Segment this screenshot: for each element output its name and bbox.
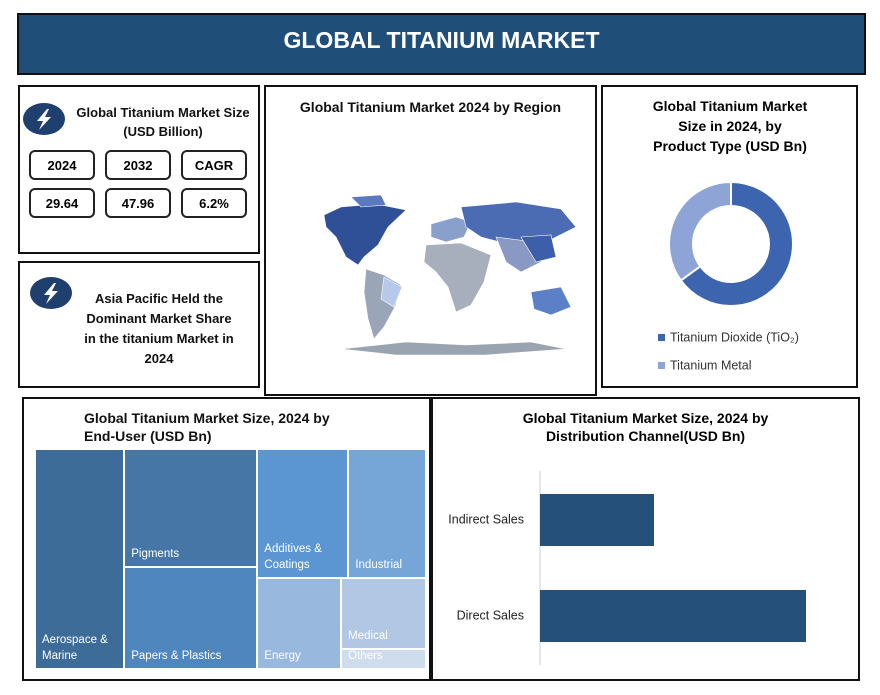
treemap-tile: Others bbox=[341, 648, 426, 669]
donut-segment bbox=[668, 180, 732, 282]
brazil bbox=[380, 276, 403, 308]
treemap-tile: Additives & Coatings bbox=[257, 449, 349, 578]
chart-title: Global Titanium Market Size, 2024 by End… bbox=[84, 410, 330, 444]
tile-label: Pigments bbox=[131, 548, 180, 561]
chart-title: Global Titanium Market Size, 2024 by Dis… bbox=[522, 410, 769, 444]
tile-label: Aerospace & Marine bbox=[42, 634, 108, 662]
map-title: Global Titanium Market 2024 by Region bbox=[299, 99, 562, 115]
donut-segment bbox=[679, 180, 794, 307]
legend-label: Titanium Metal bbox=[670, 358, 752, 372]
stat-cell: 6.2% bbox=[181, 188, 247, 218]
bar bbox=[540, 590, 806, 642]
antarctica bbox=[340, 341, 567, 356]
stat-cell: CAGR bbox=[181, 150, 247, 180]
bar bbox=[540, 494, 654, 546]
tile-label: Others bbox=[348, 649, 383, 662]
legend-swatch bbox=[658, 334, 665, 341]
treemap-tile: Aerospace & Marine bbox=[35, 449, 125, 669]
chart-title: Global Titanium Market Size in 2024, by Pr… bbox=[653, 98, 808, 154]
china bbox=[520, 234, 557, 263]
greenland bbox=[350, 194, 387, 208]
bolt bbox=[44, 283, 58, 304]
treemap: Aerospace & Marine Pigments Papers & Plast… bbox=[35, 449, 426, 669]
bar-panel: Global Titanium Market Size, 2024 by Dis… bbox=[431, 397, 860, 681]
donut-panel: Global Titanium Market Size in 2024, by Pr… bbox=[601, 85, 858, 388]
donut-chart: Global Titanium Market Size in 2024, by Pr… bbox=[653, 98, 808, 372]
world-map bbox=[323, 194, 577, 356]
treemap-tile: Pigments bbox=[124, 449, 258, 568]
tile-label: Medical bbox=[348, 629, 388, 642]
category-label: Direct Sales bbox=[457, 608, 524, 622]
treemap-tile: Medical bbox=[341, 577, 426, 649]
market-size-title: Global Titanium Market Size (USD Billion… bbox=[76, 105, 250, 139]
highlight-panel: Asia Pacific Held the Dominant Market Sh… bbox=[18, 261, 260, 388]
treemap-tile: Industrial bbox=[348, 449, 426, 578]
stat-cell: 47.96 bbox=[105, 188, 171, 218]
treemap-tile: Energy bbox=[257, 577, 342, 669]
stat-cell: 2024 bbox=[29, 150, 95, 180]
australia bbox=[530, 286, 572, 316]
market-size-panel: Global Titanium Market Size (USD Billion… bbox=[18, 85, 260, 254]
map-panel: Global Titanium Market 2024 by Region bbox=[264, 85, 597, 396]
header-title: GLOBAL TITANIUM MARKET bbox=[283, 27, 600, 53]
stat-cell: 29.64 bbox=[29, 188, 95, 218]
legend-swatch bbox=[658, 362, 665, 369]
bar-chart: Global Titanium Market Size, 2024 by Dis… bbox=[448, 410, 806, 665]
highlight-text: Asia Pacific Held the Dominant Market Sh… bbox=[84, 291, 234, 366]
treemap-tile: Papers & Plastics bbox=[124, 567, 258, 669]
legend-label: Titanium Dioxide (TiO₂) bbox=[670, 330, 799, 344]
north-america bbox=[323, 203, 407, 266]
tile-label: Papers & Plastics bbox=[131, 649, 222, 662]
treemap-panel: Global Titanium Market Size, 2024 by End… bbox=[22, 397, 431, 681]
category-label: Indirect Sales bbox=[448, 512, 524, 526]
bolt bbox=[37, 109, 51, 130]
header: GLOBAL TITANIUM MARKET bbox=[17, 13, 866, 75]
tile-label: Additives & Coatings bbox=[264, 542, 322, 571]
tile-label: Energy bbox=[264, 649, 301, 662]
africa bbox=[423, 242, 492, 313]
tile-label: Industrial bbox=[355, 558, 403, 571]
icon bbox=[23, 103, 65, 135]
icon bbox=[30, 277, 72, 309]
stat-cell: 2032 bbox=[105, 150, 171, 180]
europe bbox=[430, 216, 472, 243]
